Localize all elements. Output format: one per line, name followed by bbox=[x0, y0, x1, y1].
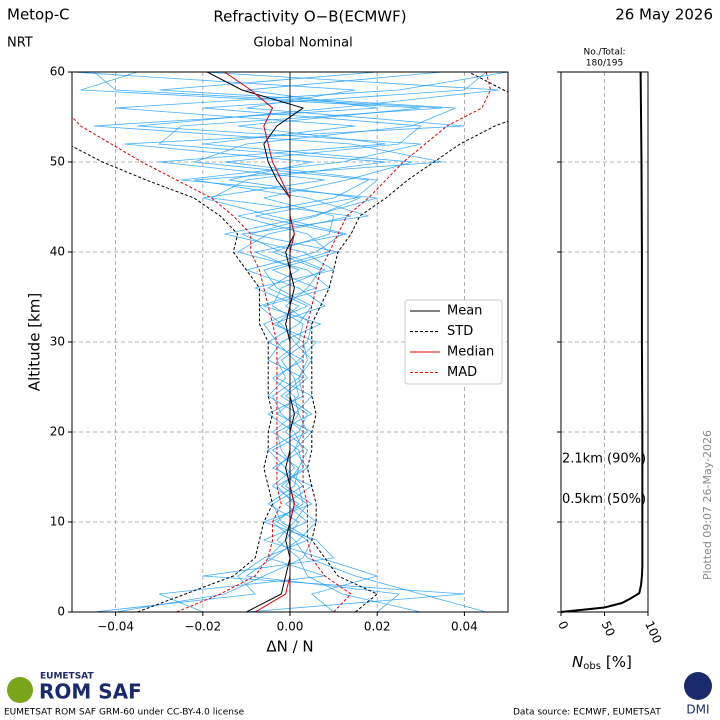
frame bbox=[71, 71, 509, 613]
y-tick-label: 20 bbox=[50, 425, 65, 439]
profile bbox=[93, 72, 443, 612]
counts: 180/195 bbox=[586, 59, 623, 69]
label-sub: obs bbox=[583, 661, 601, 672]
legend-box bbox=[404, 299, 503, 385]
main-plot: −0.04 −0.02 0.00 0.02 0.04 0 10 20 30 40 50 60 ΔN / … bbox=[26, 65, 509, 656]
y-axis-label: Altitude [km] bbox=[26, 293, 44, 391]
x-tick-label: −0.04 bbox=[97, 620, 134, 634]
x-tick-label: 0 bbox=[555, 619, 571, 632]
label-main: N bbox=[572, 653, 583, 671]
agency: EUMETSAT bbox=[40, 672, 94, 682]
satellite: Metop-C bbox=[7, 6, 70, 24]
date: 26 May 2026 bbox=[615, 6, 713, 24]
x-tick-label: 0.02 bbox=[364, 620, 391, 634]
coverage-line bbox=[560, 71, 644, 613]
data-layer bbox=[72, 72, 508, 612]
y-tick-label: 50 bbox=[50, 155, 65, 169]
y-tick-label: 40 bbox=[50, 245, 65, 259]
label-unit: [%] bbox=[606, 653, 632, 671]
y-tick-label: 60 bbox=[50, 65, 65, 79]
x-tick-label: 100 bbox=[642, 619, 664, 646]
x-axis-label: ΔN / N bbox=[266, 638, 313, 656]
x-tick-label: 50 bbox=[599, 619, 618, 639]
x-axis-label: Nobs [%] bbox=[572, 653, 632, 673]
mode: NRT bbox=[7, 36, 33, 51]
spread-line bbox=[302, 72, 492, 612]
x-tick-label: −0.02 bbox=[184, 620, 221, 634]
subtitle: Global Nominal bbox=[253, 36, 352, 51]
x-tick-label: 0.00 bbox=[277, 620, 304, 634]
y-tick-label: 10 bbox=[50, 515, 65, 529]
annotation: 2.1km (90%) bbox=[562, 452, 646, 467]
title: Refractivity O−B(ECMWF) bbox=[213, 8, 406, 26]
source: Data source: ECMWF, EUMETSAT bbox=[513, 708, 661, 718]
counts-header: No./Total: bbox=[583, 48, 625, 58]
logo-text: ROM SAF bbox=[39, 680, 142, 704]
legend-label: STD bbox=[447, 324, 473, 339]
profile bbox=[202, 72, 487, 612]
dmi-icon bbox=[684, 672, 712, 700]
x-tick-label: 0.04 bbox=[451, 620, 478, 634]
license: EUMETSAT ROM SAF GRM-60 under CC-BY-4.0 … bbox=[4, 708, 245, 718]
spread-line bbox=[72, 145, 274, 612]
logo-icon bbox=[7, 677, 33, 703]
frame bbox=[560, 71, 649, 613]
plotted: Plotted 09:07 26-May-2026 bbox=[701, 430, 714, 580]
legend-label: Median bbox=[447, 345, 494, 360]
legend-label: Mean bbox=[447, 304, 482, 319]
legend-label: MAD bbox=[447, 365, 477, 380]
annotation: 0.5km (50%) bbox=[562, 492, 646, 507]
dmi: DMI bbox=[686, 703, 709, 717]
y-tick-label: 30 bbox=[50, 335, 65, 349]
coverage-plot: 0 50 100 No./Total:180/195 2.1km (90%) 0.5km … bbox=[555, 48, 664, 673]
spread-line bbox=[72, 116, 282, 612]
y-tick-label: 0 bbox=[57, 605, 65, 619]
spread-line bbox=[306, 72, 508, 612]
